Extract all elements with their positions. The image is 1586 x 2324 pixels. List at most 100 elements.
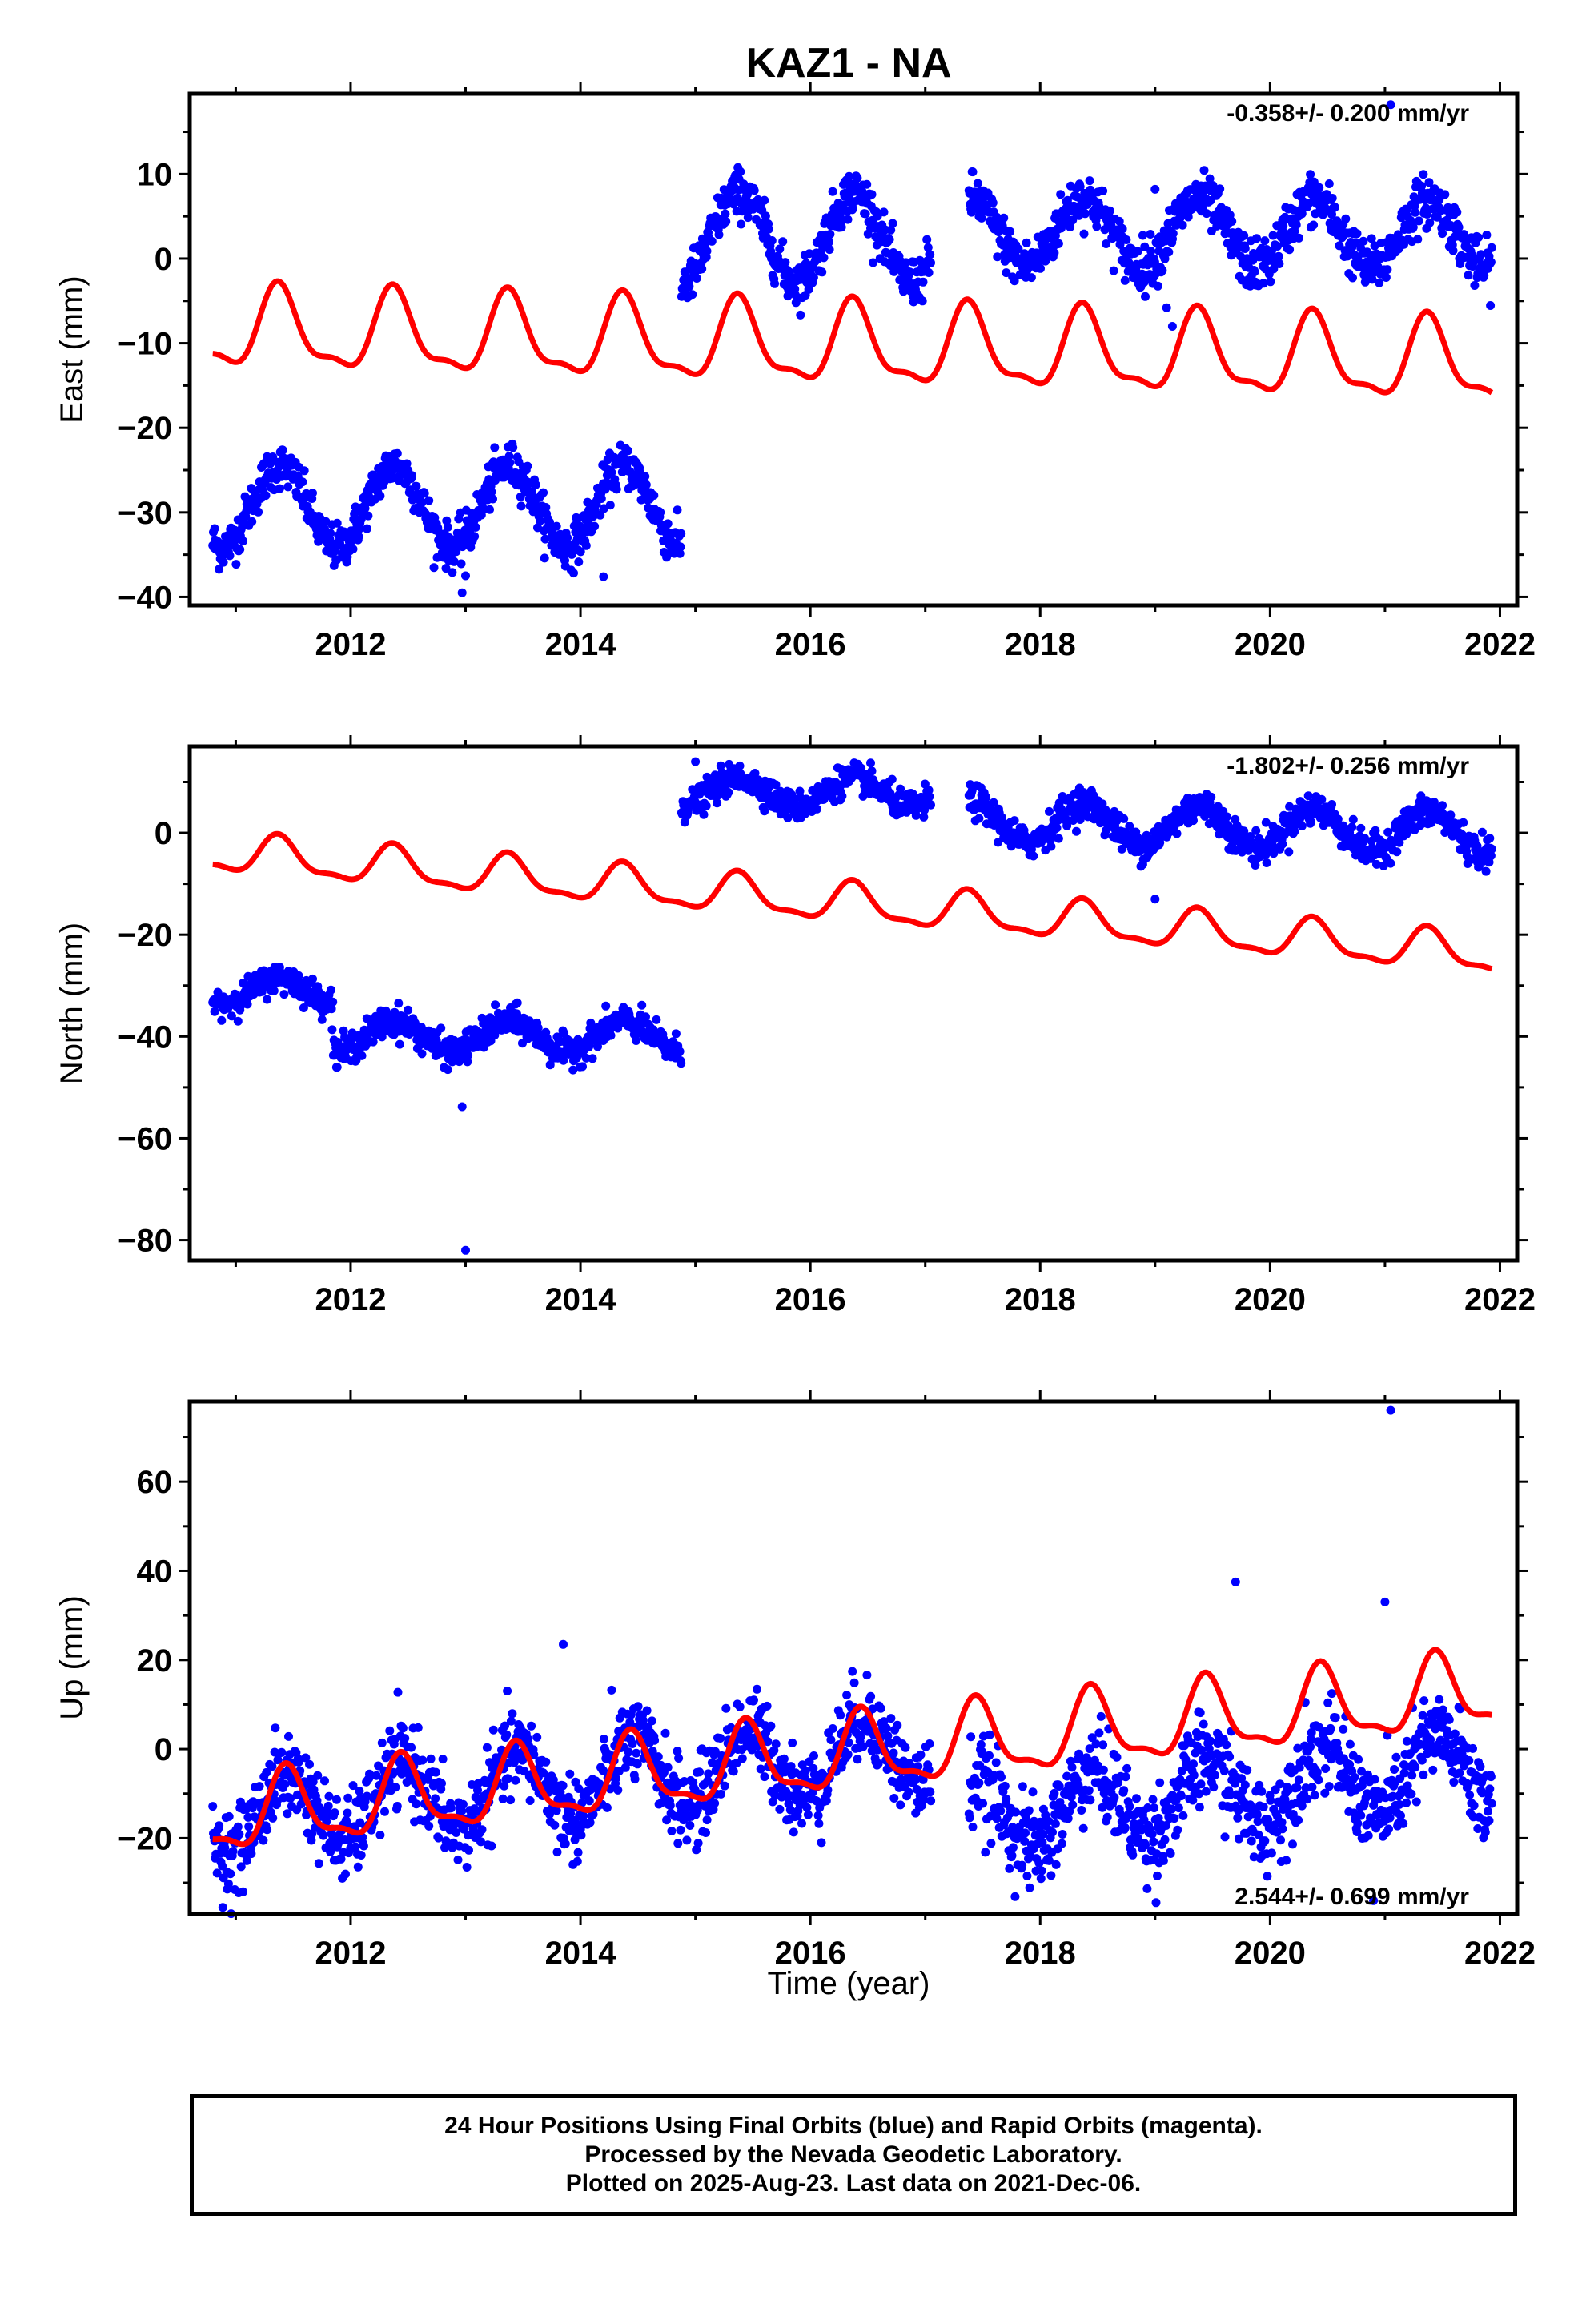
data-point <box>327 1025 337 1035</box>
data-point <box>1452 207 1462 217</box>
data-point <box>605 501 615 510</box>
data-point <box>392 1802 402 1811</box>
data-point <box>429 563 439 573</box>
data-point <box>452 547 461 557</box>
data-point <box>1010 816 1019 826</box>
data-point <box>277 1747 287 1757</box>
data-point <box>1006 227 1015 236</box>
data-point <box>275 484 284 493</box>
data-point <box>351 1842 360 1852</box>
data-point <box>737 1754 747 1763</box>
data-point <box>332 1795 341 1804</box>
data-point <box>1309 220 1319 230</box>
data-point <box>1459 818 1468 827</box>
x-tick-label: 2014 <box>545 627 617 662</box>
data-point <box>511 1775 520 1785</box>
data-point <box>531 480 540 489</box>
data-point <box>633 1702 643 1711</box>
data-point <box>1352 229 1362 239</box>
data-point <box>1348 273 1357 283</box>
data-point <box>1294 233 1303 243</box>
data-point <box>924 268 934 277</box>
plot-frame <box>187 744 1520 1263</box>
data-point <box>695 1767 705 1777</box>
outlier-point <box>461 571 470 581</box>
data-point <box>1215 184 1225 194</box>
data-point <box>623 446 632 456</box>
data-point <box>506 1716 516 1726</box>
data-point <box>328 997 338 1007</box>
data-point <box>1199 166 1209 175</box>
data-point <box>417 497 427 507</box>
data-point <box>1425 218 1435 227</box>
data-point <box>375 491 385 501</box>
data-point <box>1317 794 1327 804</box>
data-point <box>506 1795 516 1805</box>
data-point <box>1332 216 1342 226</box>
data-point <box>283 482 293 492</box>
data-point <box>685 1821 695 1830</box>
data-point <box>332 1063 342 1072</box>
data-point <box>886 225 896 235</box>
data-point <box>862 179 872 189</box>
data-point <box>261 491 271 501</box>
outlier-point <box>691 757 701 766</box>
data-point <box>539 488 548 497</box>
data-point <box>453 1855 463 1864</box>
data-point <box>1414 216 1423 226</box>
east-panel: 2012 2014 2016 2018 2020 2022−40−30−20−10010E… <box>54 82 1536 662</box>
data-point <box>426 1754 436 1763</box>
data-point <box>770 279 779 288</box>
data-point <box>1260 236 1270 246</box>
data-point <box>1327 800 1336 809</box>
data-point <box>527 1721 536 1731</box>
data-point <box>599 1735 608 1743</box>
data-point <box>488 494 497 504</box>
data-point <box>817 267 827 277</box>
data-point <box>753 1684 761 1694</box>
outlier-point <box>457 588 467 597</box>
data-point <box>490 443 500 452</box>
data-point <box>735 761 745 770</box>
data-point <box>788 1738 797 1747</box>
data-point <box>446 1803 456 1813</box>
data-point <box>824 237 833 247</box>
data-point <box>254 507 263 517</box>
data-point <box>1010 276 1019 286</box>
data-point <box>576 547 585 557</box>
data-point <box>693 1839 703 1848</box>
data-point <box>812 804 821 814</box>
data-point <box>1291 220 1301 230</box>
data-point <box>400 1734 410 1743</box>
data-point <box>532 1732 542 1742</box>
outlier-point <box>1150 184 1160 194</box>
data-point <box>720 1781 729 1791</box>
data-point <box>879 207 889 217</box>
data-point <box>424 1821 434 1831</box>
data-point <box>588 1054 597 1063</box>
data-point <box>299 466 309 476</box>
data-point <box>1464 271 1473 280</box>
data-point <box>918 277 928 287</box>
data-point <box>219 557 228 567</box>
data-point <box>1072 826 1081 836</box>
data-point <box>714 230 724 239</box>
y-tick-label: −80 <box>118 1224 172 1259</box>
data-point <box>729 1767 738 1776</box>
data-point <box>462 1863 472 1872</box>
data-point <box>873 211 882 221</box>
data-point <box>1240 244 1250 253</box>
data-point <box>796 310 805 320</box>
data-point <box>491 1000 500 1010</box>
data-point <box>540 534 550 544</box>
y-tick-label: −10 <box>118 327 172 362</box>
data-point <box>505 458 515 468</box>
data-point <box>228 1847 238 1856</box>
data-point <box>1383 265 1392 275</box>
data-point <box>1119 814 1129 823</box>
outlier-point <box>457 1102 467 1112</box>
data-point <box>1306 817 1315 826</box>
data-point <box>471 522 480 532</box>
data-point <box>443 522 452 532</box>
data-point <box>508 443 518 452</box>
